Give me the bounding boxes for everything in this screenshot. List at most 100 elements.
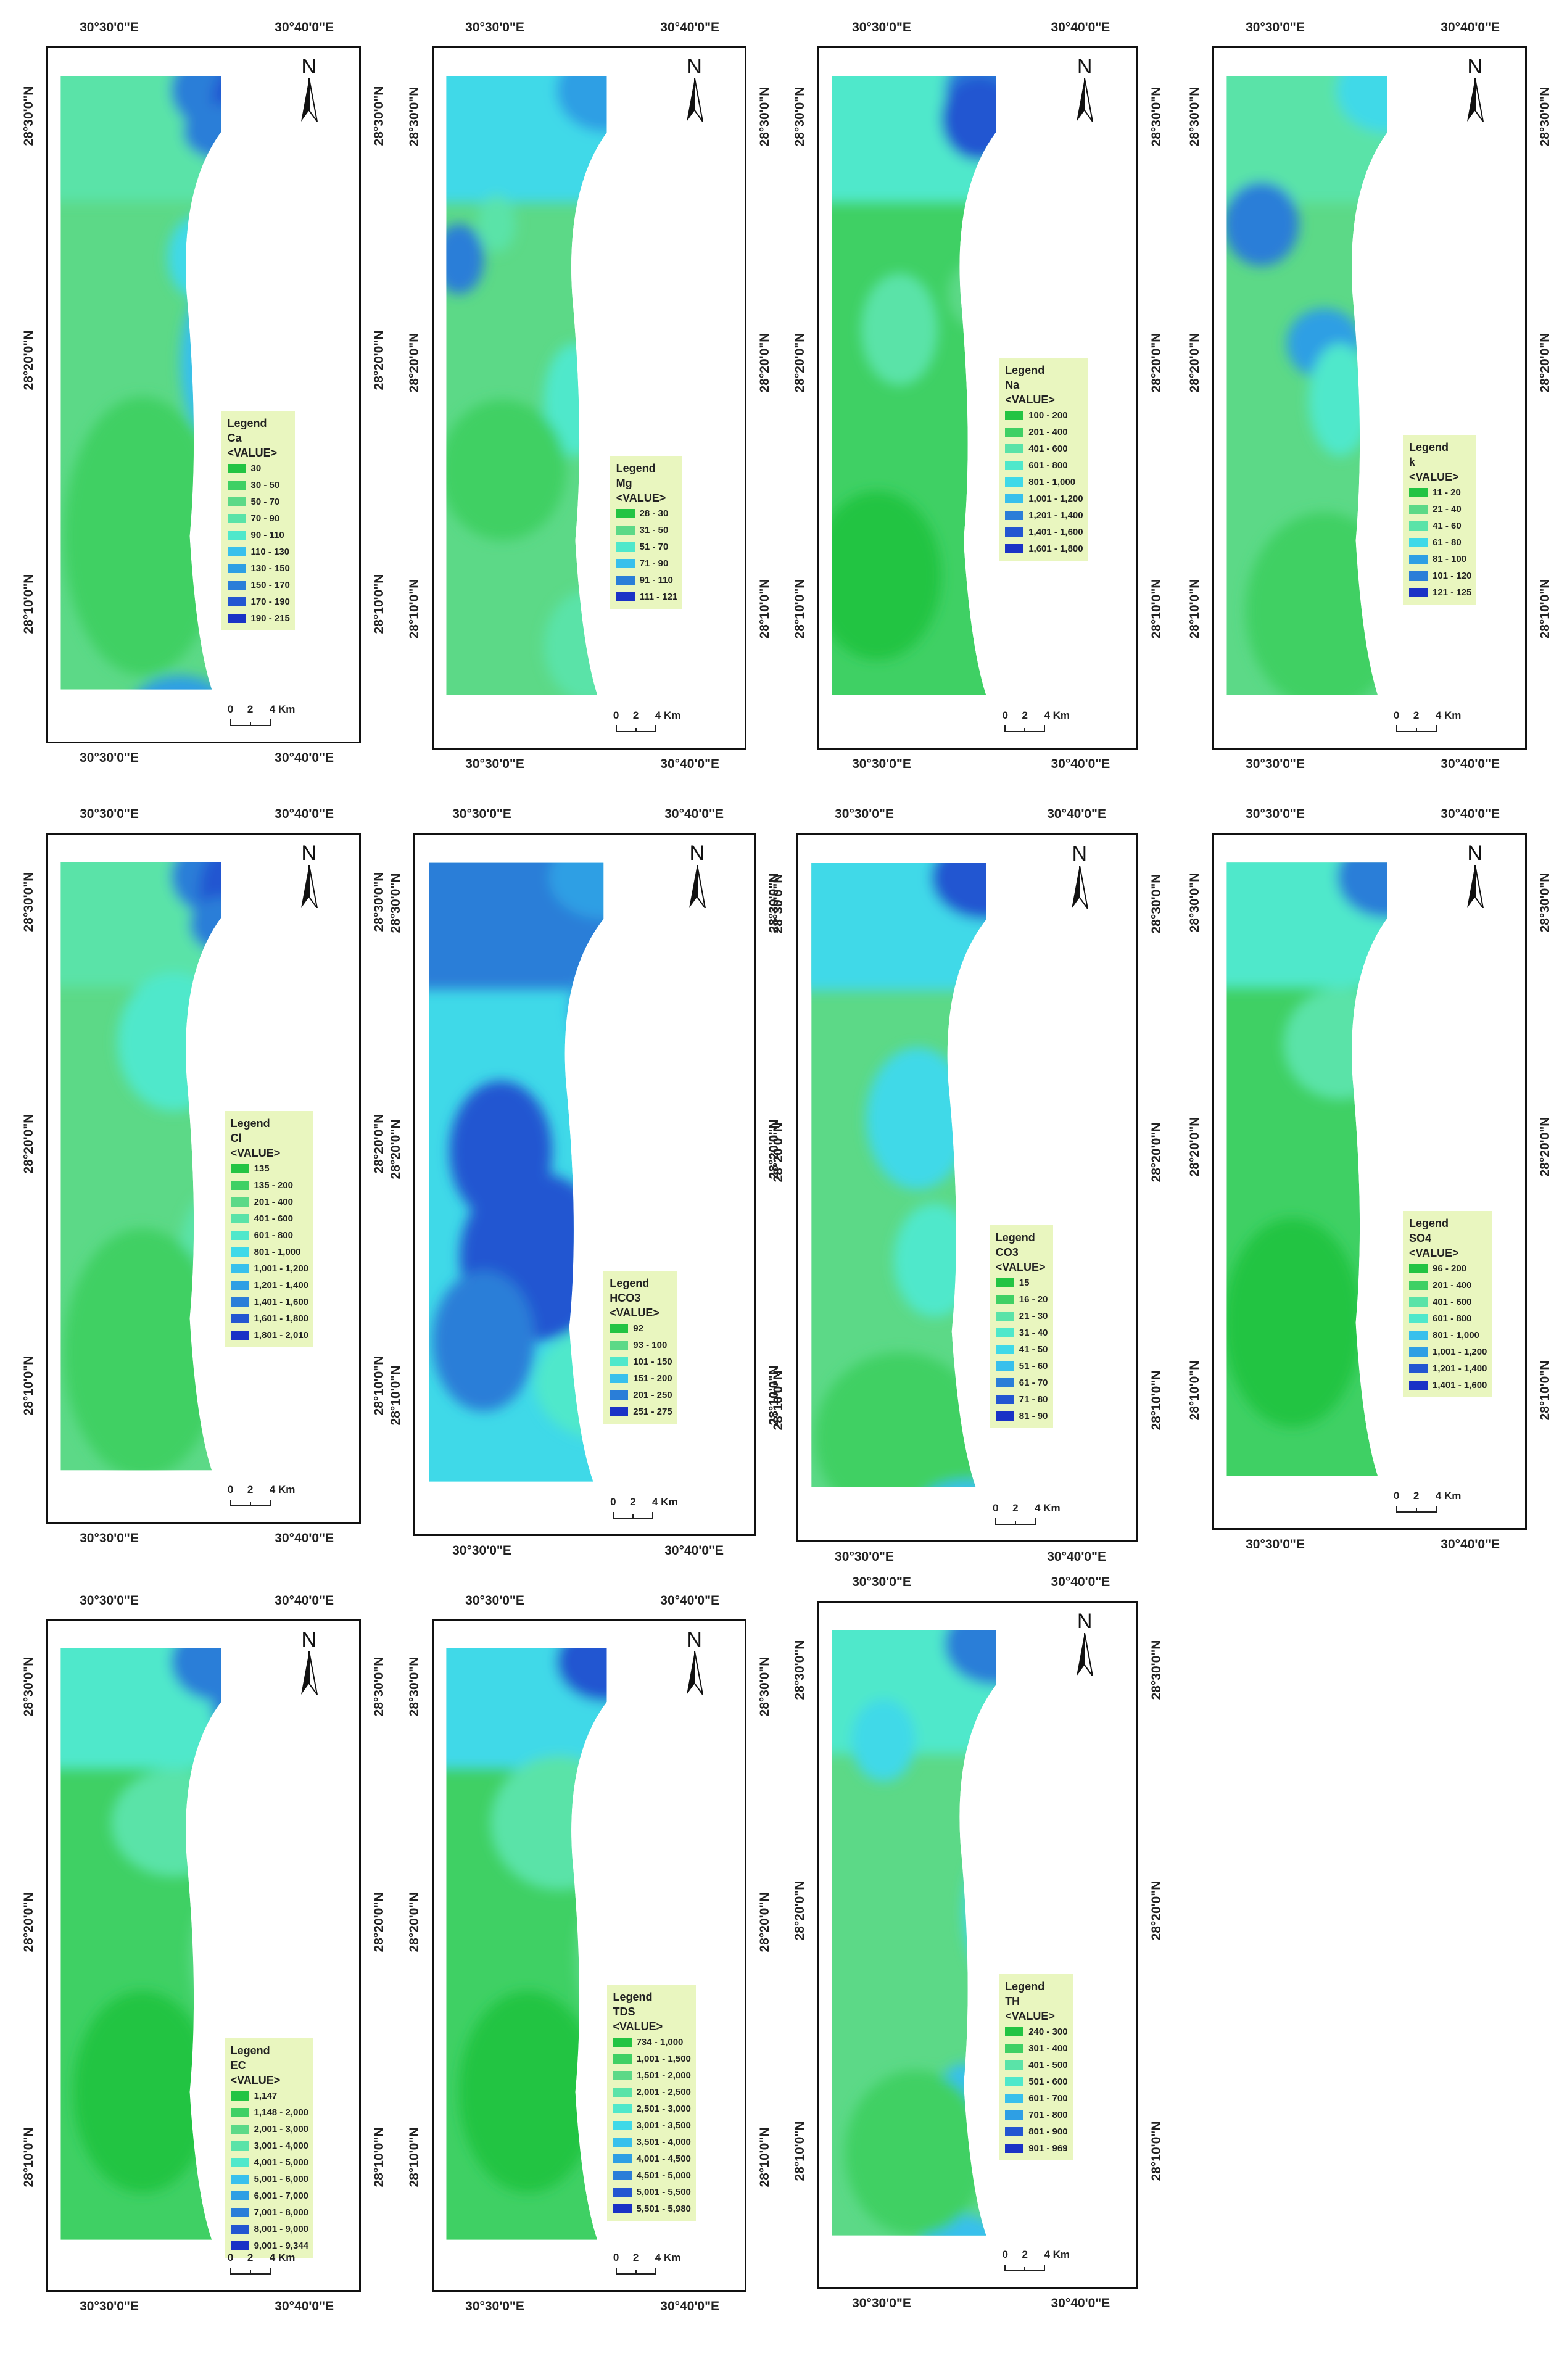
scale-label-4: 4 Km (269, 703, 296, 715)
lat-label-left-1: 28°20'0"N (407, 333, 421, 393)
map-frame: N Legend EC <VALUE> 1,147 1,148 - 2,000 2,001 … (46, 1619, 361, 2292)
legend-swatch (995, 1294, 1014, 1304)
value-zone (1226, 1218, 1362, 1428)
legend-class-label: 201 - 400 (1028, 426, 1068, 437)
legend-class-label: 28 - 30 (639, 508, 669, 519)
legend-value-field: <VALUE> (227, 446, 278, 459)
map-frame: N Legend TDS <VALUE> 734 - 1,000 1,001 - 1,50… (432, 1619, 746, 2292)
map-frame: N Legend k <VALUE> 11 - 20 21 - 40 41 - 60 61 -… (1212, 46, 1527, 750)
legend-swatch (1005, 444, 1024, 453)
legend-swatch (230, 2157, 249, 2167)
legend-swatch (230, 2191, 249, 2200)
legend-class-label: 135 - 200 (254, 1180, 293, 1191)
legend-class-label: 30 (250, 463, 262, 474)
legend-swatch (616, 559, 635, 569)
north-high-zone (556, 1648, 607, 1702)
value-zone (964, 1843, 996, 1981)
legend-swatch (230, 1197, 249, 1207)
legend-class: 801 - 1,000 (1005, 474, 1083, 490)
legend-class: 240 - 300 (1005, 2023, 1068, 2040)
legend-value-field: <VALUE> (1005, 393, 1055, 406)
legend-swatch (995, 1361, 1014, 1371)
north-letter: N (687, 1627, 702, 1651)
legend-swatch (230, 2241, 249, 2250)
value-zone (1283, 988, 1387, 1100)
legend-class: 2,001 - 2,500 (613, 2084, 691, 2101)
legend-swatch (1409, 505, 1428, 514)
legend-swatch (616, 509, 635, 519)
legend-parameter: HCO3 (610, 1291, 641, 1304)
north-letter: N (1077, 55, 1093, 79)
scale-label-2: 2 (630, 1496, 636, 1508)
scale-label-2: 2 (1413, 709, 1420, 721)
legend-swatch (613, 2087, 632, 2097)
map-frame: N Legend Mg <VALUE> 28 - 30 31 - 50 51 - 70 71 … (432, 46, 746, 750)
legend-class: 3,001 - 3,500 (613, 2117, 691, 2134)
legend-swatch (1005, 494, 1024, 503)
scale-line (1395, 725, 1437, 732)
interpolation-surface (1226, 862, 1387, 1476)
map-frame: N Legend CO3 <VALUE> 15 16 - 20 21 - 30 31 - 40… (796, 833, 1138, 1542)
legend-class-label: 401 - 600 (1433, 1297, 1472, 1308)
legend-heading: Legend (1005, 363, 1045, 376)
legend-class-label: 100 - 200 (1028, 410, 1068, 421)
legend-class: 101 - 120 (1409, 568, 1471, 584)
legend-swatch (616, 542, 635, 552)
legend-class-label: 701 - 800 (1028, 2110, 1068, 2121)
value-zone (130, 676, 221, 690)
lat-label-left-0: 28°30'0"N (1188, 872, 1202, 933)
north-arrow: N (1453, 55, 1497, 123)
lon-label-top-east: 30°40'0"E (660, 20, 720, 35)
legend-class: 5,001 - 5,500 (613, 2184, 691, 2200)
legend: Legend CO3 <VALUE> 15 16 - 20 21 - 30 31 - 40 4… (989, 1225, 1053, 1428)
legend-swatch (1005, 477, 1024, 487)
lat-label-left-1: 28°20'0"N (1188, 1117, 1202, 1176)
legend: Legend TDS <VALUE> 734 - 1,000 1,001 - 1,500… (606, 1984, 696, 2221)
north-arrow-icon (688, 865, 706, 909)
legend: Legend HCO3 <VALUE> 92 93 - 100 101 - 150 151 … (603, 1270, 677, 1424)
legend-class: 601 - 800 (1005, 457, 1083, 474)
lat-label-right-1: 28°20'0"N (758, 1892, 772, 1952)
legend-class-label: 901 - 969 (1028, 2143, 1068, 2154)
legend-class-label: 150 - 170 (250, 579, 290, 590)
legend-class: 601 - 800 (1409, 1310, 1487, 1327)
legend-class-label: 1,201 - 1,400 (254, 1280, 308, 1291)
value-zone (569, 968, 604, 1053)
scale-bar: 0 2 4 Km (225, 2252, 305, 2283)
legend: Legend Mg <VALUE> 28 - 30 31 - 50 51 - 70 71 -… (610, 456, 683, 609)
lon-label-top-west: 30°30'0"E (465, 20, 524, 35)
lat-label-right-2: 28°10'0"N (1538, 1360, 1552, 1421)
legend-class: 21 - 30 (995, 1308, 1048, 1324)
value-zone (490, 1756, 607, 1890)
scale-bar: 0 2 4 Km (1391, 709, 1471, 740)
legend-class-label: 121 - 125 (1433, 587, 1472, 598)
legend-class: 1,401 - 1,600 (230, 1294, 308, 1310)
legend-swatch (995, 1344, 1014, 1354)
legend-class-label: 8,001 - 9,000 (254, 2223, 308, 2234)
legend-heading: Legend (995, 1231, 1035, 1244)
legend-swatch (1409, 538, 1428, 547)
interpolation-surface (60, 76, 221, 690)
legend-class-label: 1,801 - 2,010 (254, 1330, 308, 1341)
scale-label-4: 4 Km (1044, 2249, 1070, 2260)
legend-class-label: 4,001 - 5,000 (254, 2157, 308, 2168)
lat-label-left-0: 28°30'0"N (771, 874, 785, 934)
legend-swatch (1409, 1281, 1428, 1291)
legend-class-label: 41 - 60 (1433, 521, 1462, 531)
lat-label-right-1: 28°20'0"N (1538, 333, 1552, 393)
legend-class: 1,001 - 1,200 (1005, 490, 1083, 507)
lon-label-top-east: 30°40'0"E (275, 1593, 334, 1608)
scale-label-0: 0 (993, 1502, 999, 1514)
legend-swatch (610, 1373, 629, 1383)
legend-class: 1,401 - 1,600 (1005, 524, 1083, 540)
scale-label-0: 0 (613, 2252, 619, 2263)
legend-heading: Legend (613, 1990, 653, 2003)
legend-swatch (1005, 2094, 1024, 2104)
lon-label-top-east: 30°40'0"E (275, 807, 334, 821)
lon-label-bottom-east: 30°40'0"E (275, 2299, 334, 2313)
legend-swatch (227, 597, 246, 606)
lon-label-top-east: 30°40'0"E (1051, 20, 1110, 35)
legend-class: 1,801 - 2,010 (230, 1327, 308, 1344)
legend-class-label: 190 - 215 (250, 613, 290, 624)
legend-class-label: 734 - 1,000 (636, 2036, 684, 2047)
